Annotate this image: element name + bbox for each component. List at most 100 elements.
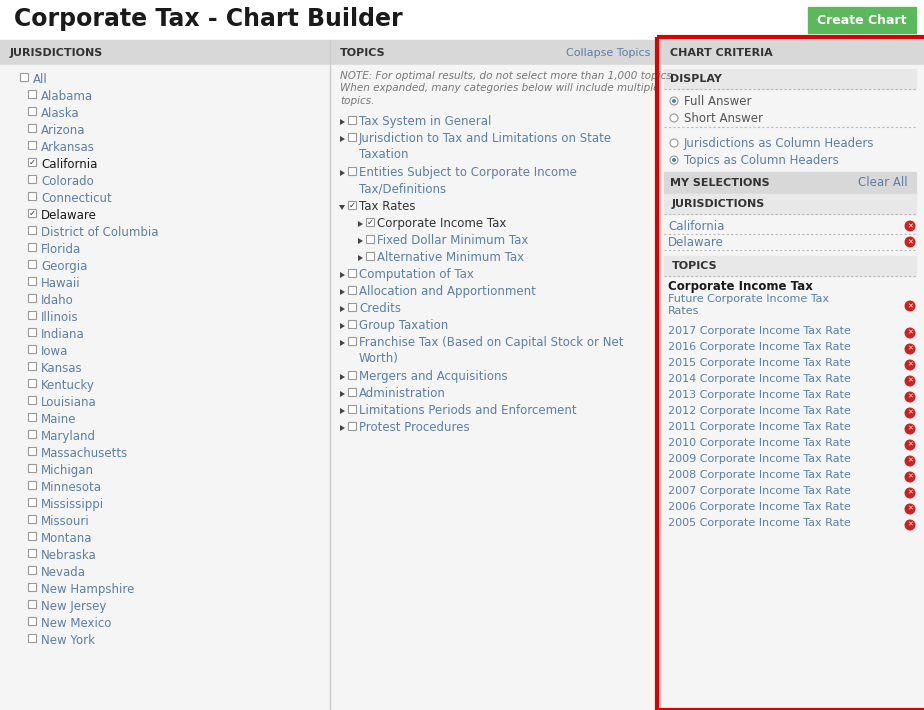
- Bar: [660, 65, 924, 710]
- Circle shape: [905, 359, 916, 371]
- Polygon shape: [340, 272, 345, 278]
- Text: Arkansas: Arkansas: [41, 141, 95, 154]
- Circle shape: [905, 327, 916, 339]
- Text: MY SELECTIONS: MY SELECTIONS: [670, 178, 770, 188]
- Text: ✕: ✕: [907, 506, 913, 512]
- Bar: [28, 175, 36, 183]
- Text: Collapse Topics: Collapse Topics: [565, 48, 650, 58]
- Text: Iowa: Iowa: [41, 345, 68, 358]
- Bar: [28, 532, 36, 540]
- Text: Short Answer: Short Answer: [684, 112, 763, 125]
- Text: Jurisdictions as Column Headers: Jurisdictions as Column Headers: [684, 137, 874, 150]
- Circle shape: [670, 156, 678, 164]
- Text: ✓: ✓: [29, 158, 35, 167]
- Text: Alabama: Alabama: [41, 90, 93, 103]
- Bar: [28, 345, 36, 353]
- Text: 2009 Corporate Income Tax Rate: 2009 Corporate Income Tax Rate: [668, 454, 851, 464]
- Text: Corporate Income Tax: Corporate Income Tax: [377, 217, 506, 230]
- Text: 2005 Corporate Income Tax Rate: 2005 Corporate Income Tax Rate: [668, 518, 851, 528]
- Text: Group Taxation: Group Taxation: [359, 319, 448, 332]
- Text: Montana: Montana: [41, 532, 92, 545]
- Circle shape: [670, 97, 678, 105]
- Bar: [28, 430, 36, 438]
- Bar: [348, 337, 356, 345]
- Bar: [28, 481, 36, 489]
- Bar: [28, 634, 36, 642]
- Text: Maryland: Maryland: [41, 430, 96, 443]
- Bar: [348, 269, 356, 277]
- Text: Colorado: Colorado: [41, 175, 93, 188]
- Bar: [28, 600, 36, 608]
- Text: Minnesota: Minnesota: [41, 481, 102, 494]
- Bar: [348, 388, 356, 396]
- Polygon shape: [340, 425, 345, 431]
- Polygon shape: [340, 374, 345, 380]
- Text: Connecticut: Connecticut: [41, 192, 112, 205]
- Text: New Jersey: New Jersey: [41, 600, 106, 613]
- Bar: [348, 116, 356, 124]
- Bar: [28, 90, 36, 98]
- Polygon shape: [340, 306, 345, 312]
- Text: Mississippi: Mississippi: [41, 498, 104, 511]
- Text: Missouri: Missouri: [41, 515, 90, 528]
- Text: JURISDICTIONS: JURISDICTIONS: [672, 199, 765, 209]
- Bar: [348, 303, 356, 311]
- Text: 2010 Corporate Income Tax Rate: 2010 Corporate Income Tax Rate: [668, 438, 851, 448]
- Bar: [28, 464, 36, 472]
- Bar: [348, 422, 356, 430]
- Bar: [28, 141, 36, 149]
- Text: ✕: ✕: [907, 223, 913, 229]
- Text: California: California: [41, 158, 97, 171]
- Bar: [348, 320, 356, 328]
- Text: Alternative Minimum Tax: Alternative Minimum Tax: [377, 251, 524, 264]
- Text: Computation of Tax: Computation of Tax: [359, 268, 474, 281]
- Polygon shape: [358, 221, 363, 227]
- Text: ✕: ✕: [907, 410, 913, 416]
- Text: CHART CRITERIA: CHART CRITERIA: [670, 48, 772, 58]
- Polygon shape: [340, 170, 345, 176]
- Polygon shape: [340, 391, 345, 397]
- Circle shape: [905, 300, 916, 312]
- Text: Massachusetts: Massachusetts: [41, 447, 128, 460]
- Bar: [28, 447, 36, 455]
- Bar: [28, 107, 36, 115]
- Circle shape: [905, 221, 916, 231]
- Bar: [28, 396, 36, 404]
- Text: TOPICS: TOPICS: [340, 48, 385, 58]
- Text: ✕: ✕: [907, 378, 913, 384]
- Bar: [664, 256, 916, 276]
- Text: JURISDICTIONS: JURISDICTIONS: [10, 48, 103, 58]
- Polygon shape: [358, 255, 363, 261]
- Text: ✕: ✕: [907, 458, 913, 464]
- Circle shape: [905, 503, 916, 515]
- Text: 2012 Corporate Income Tax Rate: 2012 Corporate Income Tax Rate: [668, 406, 851, 416]
- Text: 2008 Corporate Income Tax Rate: 2008 Corporate Income Tax Rate: [668, 470, 851, 480]
- Polygon shape: [340, 323, 345, 329]
- Text: DISPLAY: DISPLAY: [670, 74, 722, 84]
- Bar: [664, 69, 916, 89]
- Bar: [28, 328, 36, 336]
- Bar: [330, 65, 660, 710]
- Bar: [28, 617, 36, 625]
- Bar: [0, 40, 330, 65]
- Text: Michigan: Michigan: [41, 464, 94, 477]
- Bar: [348, 133, 356, 141]
- Bar: [28, 566, 36, 574]
- Bar: [664, 194, 916, 214]
- Bar: [660, 40, 924, 65]
- Text: Mergers and Acquisitions: Mergers and Acquisitions: [359, 370, 507, 383]
- Text: ✓: ✓: [348, 200, 356, 209]
- Bar: [348, 405, 356, 413]
- Bar: [28, 413, 36, 421]
- Bar: [28, 583, 36, 591]
- Text: Louisiana: Louisiana: [41, 396, 97, 409]
- Bar: [0, 65, 330, 710]
- Bar: [366, 218, 374, 226]
- Text: Kentucky: Kentucky: [41, 379, 95, 392]
- Circle shape: [905, 236, 916, 248]
- Bar: [28, 192, 36, 200]
- Text: 2015 Corporate Income Tax Rate: 2015 Corporate Income Tax Rate: [668, 358, 851, 368]
- Text: 2011 Corporate Income Tax Rate: 2011 Corporate Income Tax Rate: [668, 422, 851, 432]
- Bar: [366, 235, 374, 243]
- Text: Full Answer: Full Answer: [684, 95, 751, 108]
